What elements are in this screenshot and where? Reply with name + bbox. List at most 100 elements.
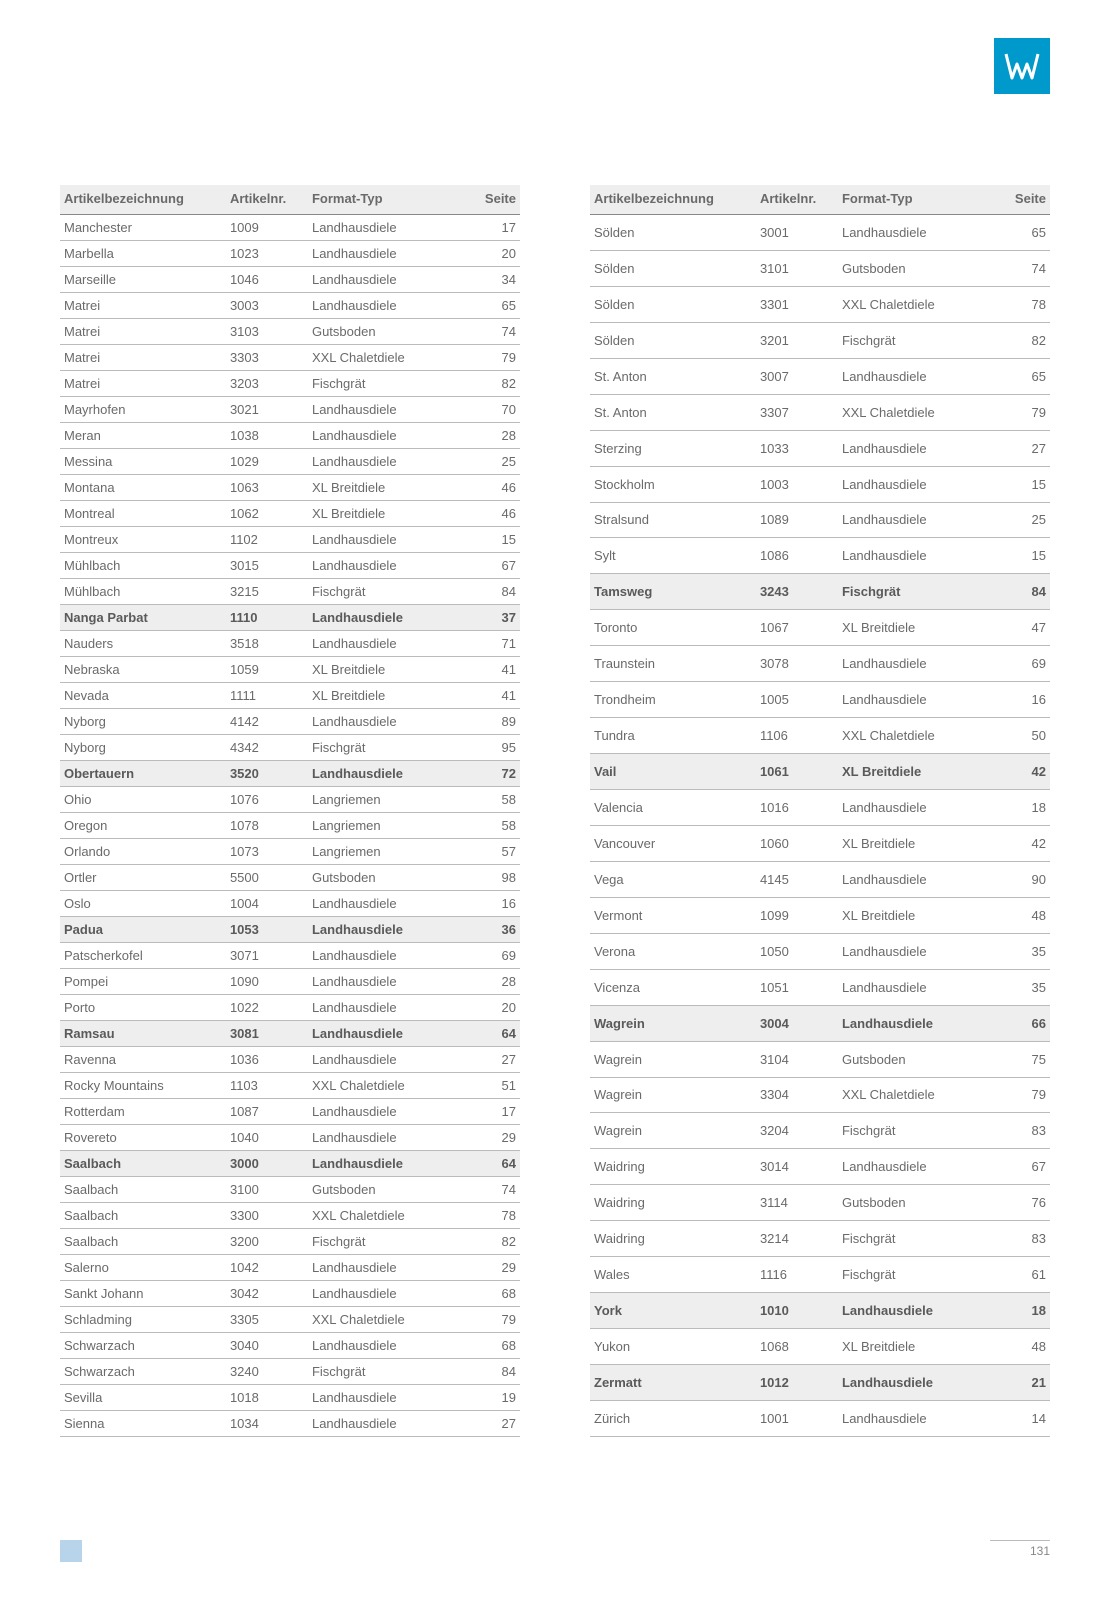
table-cell-name: Marseille	[60, 267, 226, 293]
table-cell-seite: 98	[463, 865, 520, 891]
table-cell-seite: 83	[993, 1113, 1050, 1149]
table-row: Verona1050Landhausdiele35	[590, 933, 1050, 969]
table-cell-nr: 1059	[226, 657, 308, 683]
table-cell-nr: 1004	[226, 891, 308, 917]
table-cell-typ: Fischgrät	[838, 322, 993, 358]
table-cell-name: Mayrhofen	[60, 397, 226, 423]
table-cell-nr: 3001	[756, 215, 838, 251]
table-cell-seite: 58	[463, 787, 520, 813]
table-row: Schladming3305XXL Chaletdiele79	[60, 1307, 520, 1333]
table-cell-name: Saalbach	[60, 1229, 226, 1255]
table-cell-name: Schladming	[60, 1307, 226, 1333]
table-cell-name: Oregon	[60, 813, 226, 839]
table-cell-seite: 84	[463, 579, 520, 605]
table-cell-seite: 78	[993, 286, 1050, 322]
table-cell-nr: 1090	[226, 969, 308, 995]
table-cell-name: Rocky Mountains	[60, 1073, 226, 1099]
table-row: Sankt Johann3042Landhausdiele68	[60, 1281, 520, 1307]
table-row: Rovereto1040Landhausdiele29	[60, 1125, 520, 1151]
table-cell-typ: Gutsboden	[838, 1185, 993, 1221]
table-cell-name: Saalbach	[60, 1151, 226, 1177]
table-row: Nanga Parbat1110Landhausdiele37	[60, 605, 520, 631]
table-cell-typ: Landhausdiele	[838, 790, 993, 826]
table-cell-nr: 1061	[756, 754, 838, 790]
table-cell-typ: Landhausdiele	[838, 430, 993, 466]
table-cell-name: Mühlbach	[60, 553, 226, 579]
table-cell-name: Matrei	[60, 371, 226, 397]
table-cell-name: Sölden	[590, 250, 756, 286]
table-cell-nr: 3305	[226, 1307, 308, 1333]
table-cell-seite: 41	[463, 657, 520, 683]
table-cell-typ: XL Breitdiele	[308, 501, 463, 527]
table-cell-nr: 1053	[226, 917, 308, 943]
table-row: Salerno1042Landhausdiele29	[60, 1255, 520, 1281]
table-cell-typ: Landhausdiele	[838, 466, 993, 502]
table-cell-name: Saalbach	[60, 1177, 226, 1203]
table-row: Tamsweg3243Fischgrät84	[590, 574, 1050, 610]
table-cell-name: Nyborg	[60, 709, 226, 735]
table-row: Wagrein3104Gutsboden75	[590, 1041, 1050, 1077]
table-cell-name: Matrei	[60, 345, 226, 371]
table-cell-nr: 1087	[226, 1099, 308, 1125]
table-cell-typ: Landhausdiele	[838, 933, 993, 969]
header-format-typ: Format-Typ	[308, 185, 463, 215]
table-row: Messina1029Landhausdiele25	[60, 449, 520, 475]
table-cell-typ: XL Breitdiele	[838, 825, 993, 861]
table-cell-seite: 20	[463, 995, 520, 1021]
table-row: Pompei1090Landhausdiele28	[60, 969, 520, 995]
table-row: Marbella1023Landhausdiele20	[60, 241, 520, 267]
table-cell-typ: Fischgrät	[308, 735, 463, 761]
table-cell-seite: 47	[993, 610, 1050, 646]
table-cell-name: Vega	[590, 861, 756, 897]
table-cell-seite: 79	[463, 1307, 520, 1333]
table-cell-name: Wagrein	[590, 1005, 756, 1041]
table-row: Vail1061XL Breitdiele42	[590, 754, 1050, 790]
table-cell-nr: 3004	[756, 1005, 838, 1041]
table-cell-name: Wagrein	[590, 1041, 756, 1077]
table-row: Oslo1004Landhausdiele16	[60, 891, 520, 917]
table-cell-nr: 1106	[756, 718, 838, 754]
table-cell-name: Nanga Parbat	[60, 605, 226, 631]
table-row: Nyborg4342Fischgrät95	[60, 735, 520, 761]
table-cell-typ: Landhausdiele	[838, 1149, 993, 1185]
table-header-row: Artikelbezeichnung Artikelnr. Format-Typ…	[60, 185, 520, 215]
table-cell-seite: 90	[993, 861, 1050, 897]
table-row: Ohio1076Langriemen58	[60, 787, 520, 813]
table-cell-seite: 84	[993, 574, 1050, 610]
table-cell-name: Sölden	[590, 322, 756, 358]
table-cell-nr: 3300	[226, 1203, 308, 1229]
header-seite: Seite	[993, 185, 1050, 215]
left-product-table: Artikelbezeichnung Artikelnr. Format-Typ…	[60, 185, 520, 1437]
table-cell-name: Meran	[60, 423, 226, 449]
table-row: Zermatt1012Landhausdiele21	[590, 1365, 1050, 1401]
table-cell-typ: XL Breitdiele	[308, 683, 463, 709]
table-cell-name: Vail	[590, 754, 756, 790]
table-cell-name: Vicenza	[590, 969, 756, 1005]
table-cell-name: Nyborg	[60, 735, 226, 761]
table-cell-nr: 1111	[226, 683, 308, 709]
table-cell-seite: 51	[463, 1073, 520, 1099]
table-cell-name: Pompei	[60, 969, 226, 995]
table-row: Wagrein3004Landhausdiele66	[590, 1005, 1050, 1041]
table-row: Sienna1034Landhausdiele27	[60, 1411, 520, 1437]
table-cell-nr: 3014	[756, 1149, 838, 1185]
table-cell-typ: Gutsboden	[308, 865, 463, 891]
table-cell-typ: Landhausdiele	[308, 943, 463, 969]
table-row: Matrei3303XXL Chaletdiele79	[60, 345, 520, 371]
table-cell-nr: 1023	[226, 241, 308, 267]
table-cell-nr: 5500	[226, 865, 308, 891]
table-cell-nr: 3304	[756, 1077, 838, 1113]
table-cell-seite: 25	[463, 449, 520, 475]
table-cell-nr: 1005	[756, 682, 838, 718]
table-row: Sölden3001Landhausdiele65	[590, 215, 1050, 251]
table-cell-name: Vermont	[590, 897, 756, 933]
table-cell-nr: 3243	[756, 574, 838, 610]
table-cell-nr: 1068	[756, 1329, 838, 1365]
table-cell-seite: 65	[993, 358, 1050, 394]
table-cell-nr: 1042	[226, 1255, 308, 1281]
table-cell-nr: 1012	[756, 1365, 838, 1401]
table-cell-nr: 1022	[226, 995, 308, 1021]
table-cell-typ: Landhausdiele	[838, 358, 993, 394]
table-cell-typ: Fischgrät	[308, 1229, 463, 1255]
table-cell-seite: 18	[993, 1293, 1050, 1329]
